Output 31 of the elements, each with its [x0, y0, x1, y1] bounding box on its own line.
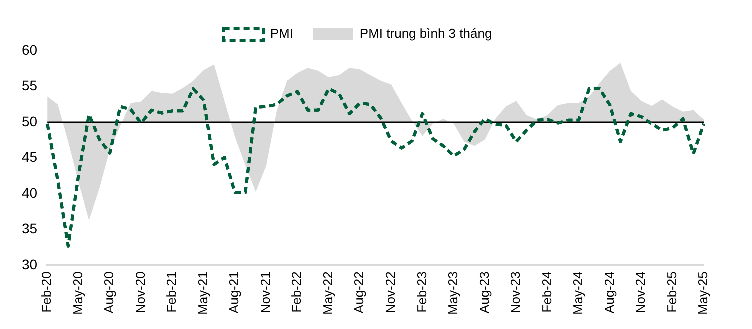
x-tick-label: Nov-23: [508, 272, 524, 314]
y-tick-label: 50: [22, 113, 38, 130]
x-tick-label: Aug-20: [102, 272, 117, 314]
y-tick-label: 60: [22, 42, 38, 58]
x-tick-label: Aug-22: [352, 272, 367, 314]
y-tick-label: 35: [22, 220, 38, 237]
x-tick-label: Nov-20: [132, 272, 148, 314]
x-tick-label: Nov-22: [382, 272, 398, 314]
x-tick-label: May-22: [320, 272, 336, 316]
x-tick-label: Feb-22: [289, 272, 304, 313]
x-tick-label: May-21: [195, 272, 210, 316]
x-tick-label: Aug-24: [602, 272, 617, 314]
x-tick-label: Feb-23: [414, 272, 430, 313]
x-tick-label: Feb-24: [539, 272, 554, 313]
y-tick-label: 30: [22, 256, 38, 273]
x-tick-label: May-23: [446, 272, 461, 316]
y-tick-label: 40: [22, 184, 38, 201]
x-tick-label: Nov-24: [633, 272, 648, 314]
legend-label: PMI trung bình 3 tháng: [360, 26, 492, 42]
legend-label: PMI: [270, 26, 294, 42]
x-tick-label: Feb-21: [164, 272, 180, 313]
x-tick-label: May-25: [696, 272, 711, 316]
x-tick-label: Aug-21: [226, 272, 242, 314]
x-tick-label: Nov-21: [258, 272, 273, 314]
x-tick-label: Feb-25: [664, 272, 680, 313]
x-tick-label: May-20: [70, 272, 86, 316]
y-tick-label: 55: [22, 78, 38, 94]
y-tick-label: 45: [22, 149, 38, 166]
x-tick-label: Feb-20: [39, 272, 54, 313]
x-tick-label: May-24: [570, 272, 586, 316]
x-tick-label: Aug-23: [476, 272, 492, 314]
